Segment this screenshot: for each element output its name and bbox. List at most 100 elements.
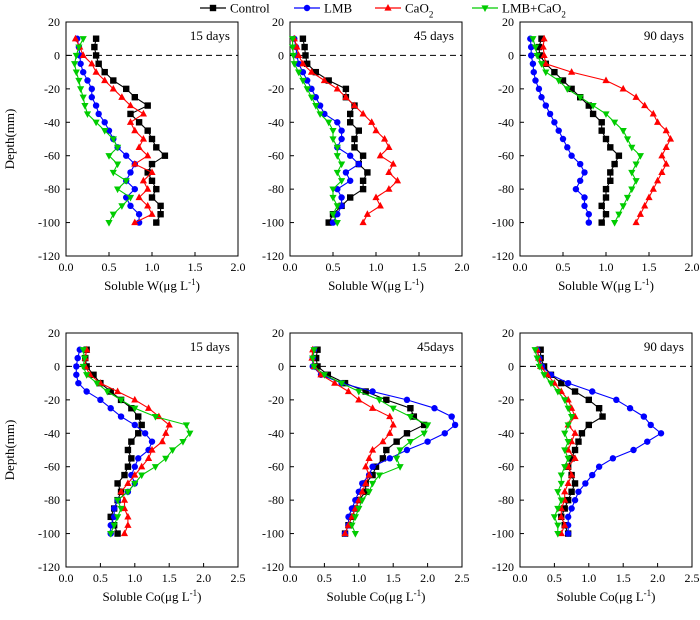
legend-marker [303, 4, 311, 12]
plot-frame [519, 332, 693, 568]
data-point [403, 430, 411, 437]
data-point [77, 86, 85, 93]
data-point [342, 85, 350, 93]
data-point [80, 68, 87, 76]
x-tick-label: 1.0 [599, 260, 614, 274]
data-point [109, 84, 117, 92]
data-point [568, 471, 576, 478]
series-line [82, 349, 191, 534]
data-point [355, 127, 362, 134]
data-point [393, 176, 402, 184]
x-tick-label: 1.0 [581, 571, 596, 585]
data-point [84, 77, 91, 84]
data-point [424, 422, 432, 429]
data-point [568, 85, 575, 93]
data-point [632, 218, 640, 226]
y-axis-label: Depth(mm) [2, 420, 17, 481]
data-point [644, 438, 651, 445]
data-point [389, 405, 397, 413]
data-point [79, 94, 87, 102]
data-point [95, 60, 102, 67]
data-point [389, 420, 397, 428]
data-point [568, 68, 576, 75]
y-tick-label: -20 [268, 82, 284, 96]
data-point [564, 379, 572, 387]
y-tick-label: -20 [498, 393, 514, 407]
data-point [420, 421, 428, 429]
data-point [372, 126, 380, 134]
data-point [83, 111, 92, 118]
data-point [329, 136, 337, 143]
data-point [80, 355, 89, 363]
data-point [527, 52, 535, 59]
x-axis-label-text: Soluble W(μg L [104, 278, 188, 293]
x-axis-label-superscript: -1 [412, 277, 420, 287]
data-point [109, 136, 117, 143]
data-point [105, 219, 113, 227]
data-point [396, 447, 404, 454]
data-point [83, 372, 91, 379]
data-point [561, 505, 568, 512]
y-tick-label: -40 [268, 115, 284, 129]
x-axis-label-superscript: -1 [642, 277, 650, 287]
data-point [369, 471, 376, 479]
x-tick-label: 1.0 [369, 260, 384, 274]
data-point [81, 102, 89, 110]
panel-2: 0.0 0.5 1.0 1.5 2.0 20 0 -20 -40 -60 -80 -100 -120 45… [262, 15, 470, 293]
data-point [383, 446, 390, 454]
series-line [75, 38, 153, 224]
y-tick-label: -20 [44, 82, 60, 96]
data-point [448, 413, 455, 420]
data-point [420, 430, 428, 438]
data-point [598, 127, 605, 134]
data-point [139, 135, 147, 142]
data-point [123, 152, 130, 159]
data-point [607, 169, 614, 176]
data-point [581, 169, 588, 176]
data-point [325, 77, 332, 84]
data-point [658, 168, 666, 176]
data-point [77, 60, 84, 67]
y-tick-label: 0 [278, 359, 284, 373]
data-point [654, 118, 662, 125]
x-tick-label: 1.5 [162, 571, 177, 585]
data-point [359, 177, 367, 184]
data-point [619, 128, 627, 135]
data-point [636, 153, 644, 160]
data-point [135, 455, 142, 462]
data-point [325, 119, 333, 127]
data-point [73, 363, 80, 370]
data-point [128, 405, 135, 412]
x-tick-label: 2.5 [685, 571, 700, 585]
data-point [557, 512, 565, 520]
data-point [92, 35, 100, 42]
data-point [559, 77, 567, 84]
data-point [564, 144, 571, 151]
data-point [571, 429, 579, 436]
data-point [186, 430, 194, 438]
data-point [626, 405, 634, 412]
legend-label-text: LMB+CaO [502, 1, 561, 16]
data-point [153, 219, 160, 226]
x-tick-label: 1.0 [145, 260, 160, 274]
data-point [124, 463, 132, 470]
data-point [598, 119, 605, 126]
data-point [117, 413, 125, 420]
data-point [131, 471, 139, 478]
series-1 [535, 35, 623, 226]
data-point [355, 388, 363, 396]
data-point [103, 388, 111, 396]
plot-frame [289, 332, 463, 568]
data-point [355, 395, 363, 403]
x-axis-label-text: Soluble Co(μg L [103, 589, 190, 604]
series-1 [299, 35, 371, 226]
data-point [602, 76, 610, 84]
data-point [538, 94, 545, 101]
plot-frame [65, 332, 239, 568]
data-point [131, 185, 138, 193]
legend-label-text: CaO [405, 1, 429, 16]
data-point [564, 422, 572, 429]
data-point [568, 455, 575, 462]
data-point [124, 521, 132, 528]
data-point [640, 413, 648, 420]
